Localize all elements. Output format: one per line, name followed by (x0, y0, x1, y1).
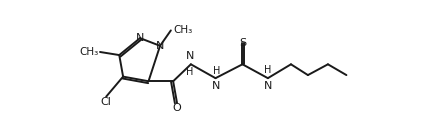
Text: Cl: Cl (100, 97, 111, 107)
Text: N: N (136, 33, 144, 43)
Text: CH₃: CH₃ (79, 47, 98, 57)
Text: N: N (212, 81, 220, 91)
Text: H: H (213, 66, 220, 76)
Text: CH₃: CH₃ (173, 25, 192, 35)
Text: O: O (173, 103, 181, 113)
Text: N: N (156, 41, 164, 51)
Text: N: N (264, 81, 272, 91)
Text: H: H (264, 65, 271, 75)
Text: S: S (239, 38, 246, 48)
Text: H: H (187, 67, 194, 77)
Text: N: N (186, 51, 194, 61)
